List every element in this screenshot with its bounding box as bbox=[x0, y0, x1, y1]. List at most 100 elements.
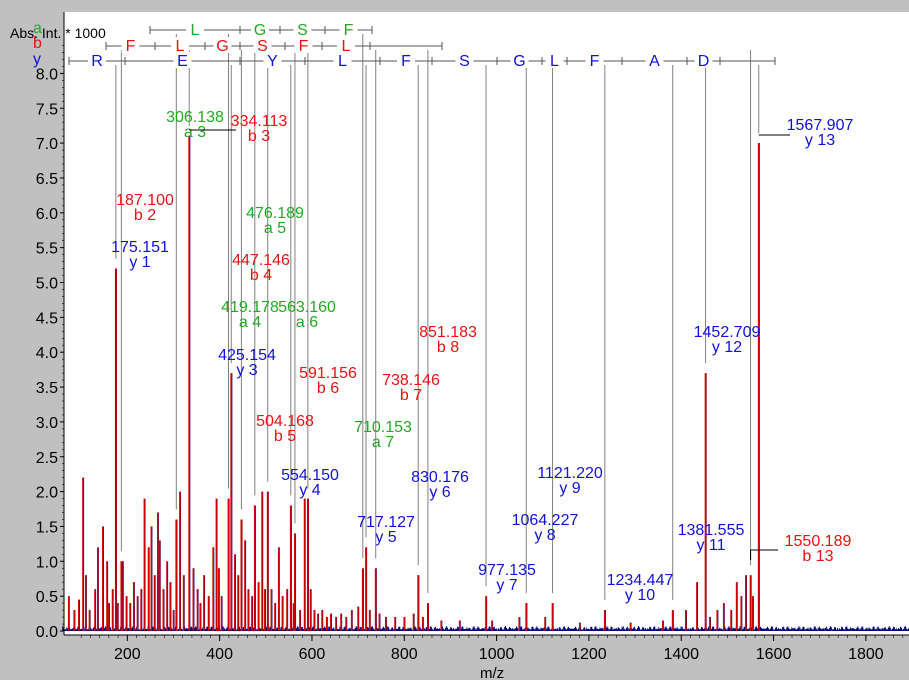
peak-ion-label: y 1 bbox=[129, 254, 150, 271]
peak-ion-label: y 9 bbox=[559, 480, 580, 497]
peak-mz-label: 710.153 bbox=[354, 419, 412, 436]
sequence-residue-b: L bbox=[342, 38, 351, 55]
peak-ion-label: y 11 bbox=[696, 537, 725, 554]
peak-mz-label: 977.135 bbox=[478, 562, 536, 579]
x-tick-label: 1600 bbox=[756, 646, 792, 663]
y-axis-label: Abs. Int. * 1000 bbox=[10, 25, 106, 41]
peak-mz-label: 1064.227 bbox=[512, 512, 579, 529]
sequence-residue-y: G bbox=[513, 53, 525, 70]
peak-mz-label: 504.168 bbox=[256, 413, 314, 430]
sequence-residue-a: F bbox=[344, 22, 354, 39]
peak-mz-label: 187.100 bbox=[116, 192, 174, 209]
series-letter-b: b bbox=[33, 35, 42, 52]
x-tick-label: 1400 bbox=[663, 646, 699, 663]
sequence-residue-bg bbox=[253, 37, 272, 53]
x-tick-label: 1200 bbox=[571, 646, 607, 663]
y-tick-label: 2.5 bbox=[36, 450, 58, 467]
series-letter-y: y bbox=[33, 51, 41, 68]
sequence-residue-a: S bbox=[297, 22, 308, 39]
series-letter-a: a bbox=[33, 20, 42, 37]
sequence-residue-bg bbox=[333, 52, 352, 68]
peak-ion-label: b 3 bbox=[248, 128, 270, 145]
peak-mz-label: 334.113 bbox=[231, 113, 288, 130]
sequence-residue-bg bbox=[545, 52, 564, 68]
peak-mz-label: 175.151 bbox=[111, 239, 169, 256]
peak-ion-label: a 3 bbox=[184, 124, 206, 141]
y-tick-label: 4.0 bbox=[36, 345, 58, 362]
peak-ion-label: b 13 bbox=[802, 548, 833, 565]
sequence-residue-bg bbox=[294, 37, 313, 53]
sequence-residue-bg bbox=[397, 52, 415, 68]
peak-ion-label: b 7 bbox=[400, 387, 422, 404]
sequence-residue-a: L bbox=[191, 22, 200, 39]
sequence-residue-bg bbox=[455, 52, 474, 68]
sequence-residue-bg bbox=[510, 52, 529, 68]
y-tick-label: 7.0 bbox=[36, 136, 58, 153]
sequence-residue-y: L bbox=[550, 53, 559, 70]
peak-ion-label: b 8 bbox=[437, 339, 459, 356]
x-tick-label: 200 bbox=[114, 646, 141, 663]
sequence-residue-y: S bbox=[459, 53, 470, 70]
peak-ion-label: a 6 bbox=[296, 314, 318, 331]
x-tick-label: 800 bbox=[391, 646, 418, 663]
sequence-residue-y: A bbox=[649, 53, 660, 70]
sequence-residue-bg bbox=[263, 52, 282, 68]
sequence-residue-b: S bbox=[257, 38, 268, 55]
sequence-residue-bg bbox=[251, 21, 269, 37]
sequence-residue-y: F bbox=[590, 53, 600, 70]
label-leader bbox=[750, 549, 778, 560]
peak-ion-label: y 12 bbox=[712, 339, 742, 356]
peak-ion-label: a 7 bbox=[372, 434, 394, 451]
sequence-residue-y: L bbox=[338, 53, 347, 70]
sequence-residue-bg bbox=[88, 52, 106, 68]
sequence-residue-bg bbox=[173, 52, 192, 68]
y-tick-label: 2.0 bbox=[36, 485, 58, 502]
sequence-residue-b: F bbox=[299, 38, 309, 55]
peak-ion-label: y 4 bbox=[299, 482, 320, 499]
sequence-residue-y: R bbox=[91, 53, 103, 70]
peak-ion-label: y 7 bbox=[496, 577, 517, 594]
y-tick-label: 0.5 bbox=[36, 589, 58, 606]
sequence-residue-bg bbox=[186, 21, 204, 37]
sequence-residue-y: F bbox=[401, 53, 411, 70]
y-tick-label: 5.5 bbox=[36, 241, 58, 258]
y-tick-label: 1.5 bbox=[36, 519, 58, 536]
peak-mz-label: 1452.709 bbox=[694, 324, 761, 341]
y-tick-label: 5.0 bbox=[36, 276, 58, 293]
x-tick-label: 1800 bbox=[848, 646, 884, 663]
sequence-residue-bg bbox=[585, 52, 604, 68]
peak-ion-label: b 6 bbox=[317, 380, 339, 397]
y-tick-label: 1.0 bbox=[36, 554, 58, 571]
peak-mz-label: 425.154 bbox=[218, 347, 276, 364]
sequence-residue-b: G bbox=[216, 38, 228, 55]
x-tick-label: 400 bbox=[206, 646, 233, 663]
sequence-residue-y: Y bbox=[267, 53, 278, 70]
peak-mz-label: 717.127 bbox=[357, 514, 415, 531]
peak-mz-label: 1121.220 bbox=[537, 465, 603, 482]
peak-mz-label: 476.189 bbox=[246, 205, 304, 222]
peak-mz-label: 1550.189 bbox=[785, 533, 852, 550]
y-tick-label: 3.0 bbox=[36, 415, 58, 432]
x-axis-label: m/z bbox=[480, 665, 504, 680]
y-tick-label: 6.5 bbox=[36, 171, 58, 188]
peak-mz-label: 554.150 bbox=[281, 467, 339, 484]
sequence-residue-bg bbox=[337, 37, 355, 53]
peak-mz-label: 851.183 bbox=[419, 324, 477, 341]
guide-lines bbox=[115, 34, 760, 601]
sequence-residue-bg bbox=[213, 37, 232, 53]
peak-ion-label: y 3 bbox=[236, 362, 257, 379]
peak-mz-label: 738.146 bbox=[382, 372, 440, 389]
y-tick-label: 6.0 bbox=[36, 206, 58, 223]
x-tick-label: 1000 bbox=[479, 646, 515, 663]
peak-ion-label: y 5 bbox=[375, 529, 396, 546]
peak-ion-label: a 4 bbox=[239, 314, 261, 331]
peak-mz-label: 447.146 bbox=[232, 252, 290, 269]
peak-ion-label: b 2 bbox=[134, 207, 156, 224]
peak-ion-label: b 5 bbox=[274, 428, 296, 445]
peak-mz-label: 306.138 bbox=[166, 109, 224, 126]
sequence-residue-bg bbox=[121, 37, 140, 53]
axes: 0.0 0.5 1.0 1.5 2.0 2.5 3.0 3.5 4.0 4.5 5.0 5.5 6.0 6… bbox=[36, 12, 909, 663]
x-tick-label: 600 bbox=[299, 646, 326, 663]
